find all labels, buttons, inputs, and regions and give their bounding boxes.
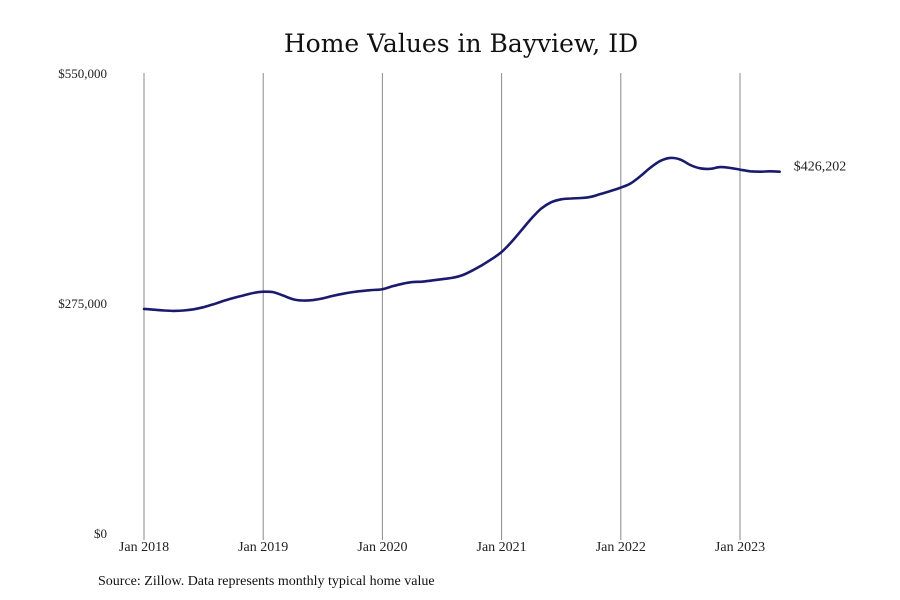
home-value-line [142,156,781,313]
x-tick-label: Jan 2019 [238,540,288,555]
end-value-label: $426,202 [794,160,847,175]
series-group [142,156,781,313]
y-axis-tick-labels: $0 $275,000 $550,000 [58,66,107,541]
x-tick-label: Jan 2020 [357,540,407,555]
x-tick-label: Jan 2018 [119,540,169,555]
x-axis-tick-labels: Jan 2018 Jan 2019 Jan 2020 Jan 2021 Jan 2022… [119,540,765,555]
x-tick-label: Jan 2023 [715,540,765,555]
vertical-gridlines [143,73,741,540]
y-tick-label: $550,000 [58,66,107,81]
chart-title: Home Values in Bayview, ID [284,29,638,58]
x-tick-label: Jan 2022 [596,540,646,555]
y-tick-label: $275,000 [58,296,107,311]
source-note: Source: Zillow. Data represents monthly … [98,574,435,589]
x-tick-label: Jan 2021 [477,540,527,555]
y-tick-label: $0 [94,526,107,541]
